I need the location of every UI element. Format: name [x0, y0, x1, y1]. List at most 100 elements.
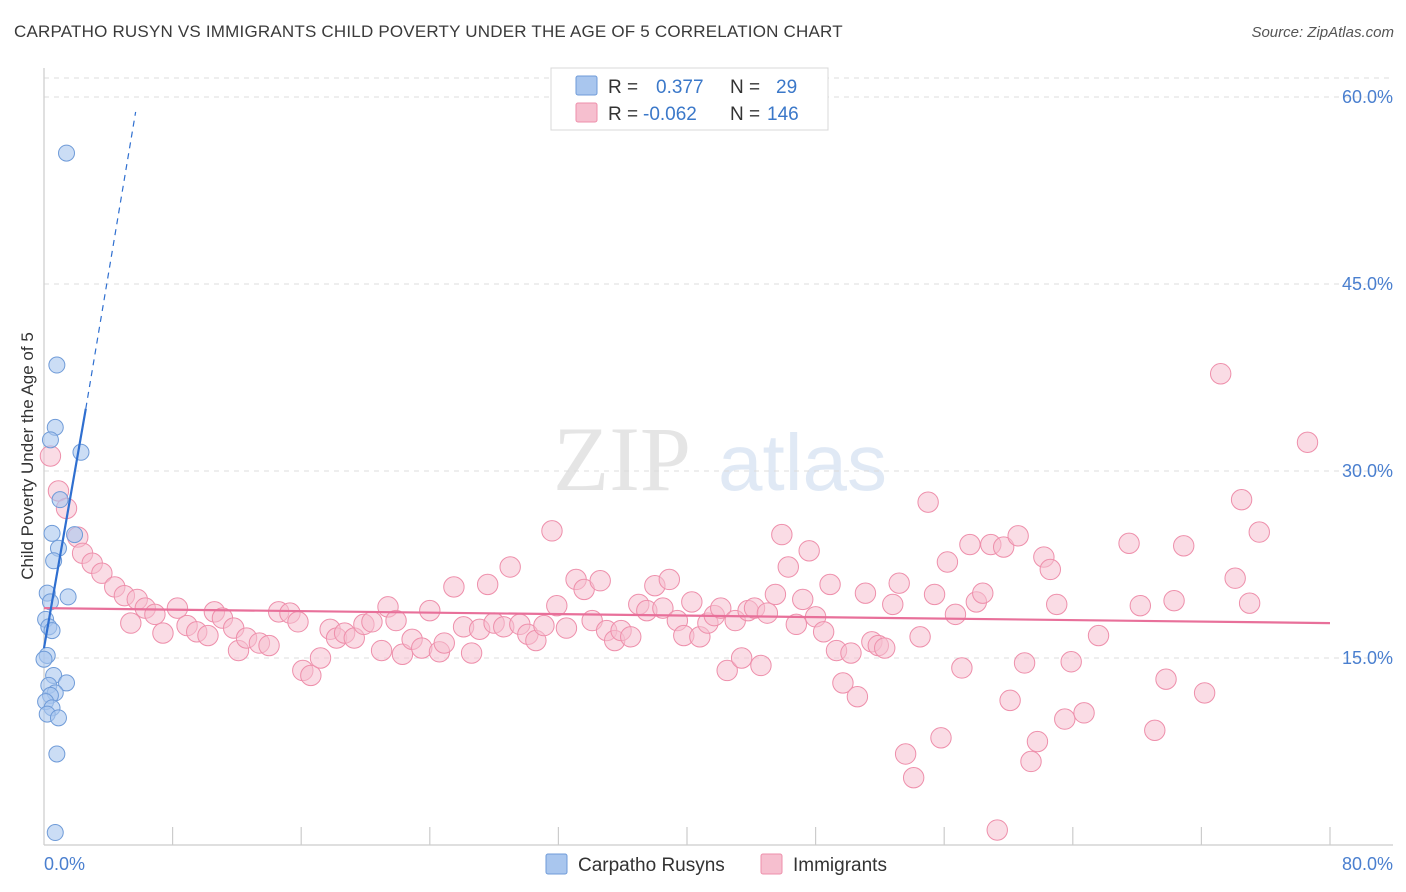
bottom-legend-carpatho: Carpatho Rusyns	[578, 855, 725, 876]
carpatho-rusyns-point	[58, 144, 76, 162]
y-tick-label: 30.0%	[1342, 461, 1393, 481]
immigrants-point	[944, 603, 967, 626]
legend-n-label-2: N =	[730, 104, 760, 125]
carpatho-rusyns-point	[48, 745, 66, 763]
immigrants-point	[840, 642, 862, 664]
carpatho-rusyns-point	[58, 674, 76, 692]
carpatho-rusyns-point	[48, 356, 66, 374]
immigrants-point	[460, 642, 483, 664]
immigrants-point	[681, 591, 703, 613]
immigrants-point	[391, 643, 414, 665]
immigrants-point	[1209, 363, 1232, 385]
carpatho-rusyns-point	[41, 431, 59, 449]
immigrants-point	[902, 766, 925, 789]
immigrants-point	[1248, 521, 1270, 543]
series-legend: Carpatho Rusyns Immigrants	[545, 853, 887, 876]
immigrants-point	[819, 573, 841, 596]
immigrants-trend-line	[43, 607, 1331, 625]
immigrants-point	[730, 647, 753, 669]
immigrants-point	[1007, 525, 1029, 547]
immigrants-point	[1230, 488, 1253, 511]
immigrants-point	[433, 632, 455, 654]
immigrants-point	[999, 689, 1021, 712]
immigrants-point	[1026, 730, 1049, 753]
immigrants-point	[894, 743, 917, 765]
y-tick-label: 15.0%	[1342, 648, 1393, 668]
immigrants-point	[499, 556, 521, 578]
immigrants-point	[756, 602, 779, 624]
immigrants-point	[812, 621, 835, 643]
immigrants-point	[555, 617, 578, 639]
y-tick-label: 60.0%	[1342, 87, 1393, 107]
carpatho-rusyns-point	[51, 491, 69, 509]
immigrants-point	[710, 597, 732, 619]
legend-n-value-2: 146	[767, 104, 799, 125]
immigrants-point	[959, 533, 981, 556]
immigrants-point	[476, 573, 499, 596]
carpatho-rusyns-point	[49, 709, 67, 727]
immigrants-point	[882, 593, 904, 616]
immigrants-point	[792, 588, 814, 611]
immigrants-point	[798, 540, 820, 562]
immigrants-point	[1296, 431, 1319, 454]
bottom-legend-immigrants: Immigrants	[793, 855, 887, 876]
x-tick-labels: 0.0% 80.0%	[44, 854, 1393, 874]
immigrants-point	[1224, 567, 1246, 589]
immigrants-point	[854, 582, 877, 604]
y-tick-labels: 15.0% 30.0% 45.0% 60.0%	[1342, 87, 1393, 668]
immigrants-point	[1054, 708, 1076, 730]
immigrants-point	[1129, 594, 1152, 617]
x-tick-label: 80.0%	[1342, 854, 1393, 874]
immigrants-point	[716, 659, 738, 682]
immigrants-point	[1238, 592, 1261, 614]
immigrants-point	[750, 654, 772, 677]
immigrants-point	[874, 637, 896, 659]
immigrants-point	[1144, 719, 1166, 742]
immigrants-point	[1073, 702, 1095, 724]
legend-pink-swatch	[575, 102, 598, 123]
immigrants-point	[91, 562, 113, 584]
immigrants-point	[986, 819, 1008, 841]
legend-r-value-1: 0.377	[656, 77, 704, 98]
immigrants-point	[1013, 652, 1036, 674]
immigrants-point	[1173, 535, 1195, 557]
watermark-zip: ZIP	[553, 408, 691, 510]
immigrants-point	[1193, 682, 1216, 704]
immigrants-point	[419, 599, 441, 622]
immigrants-point	[992, 536, 1015, 558]
immigrants-point	[300, 664, 322, 687]
immigrants-point	[777, 556, 799, 578]
immigrants-point	[541, 520, 563, 542]
immigrants-point	[764, 583, 787, 606]
carpatho-rusyns-trend-extension	[85, 111, 137, 409]
legend-r-label-2: R =	[608, 104, 638, 125]
chart-title: CARPATHO RUSYN VS IMMIGRANTS CHILD POVER…	[14, 22, 843, 41]
legend-blue-swatch	[575, 75, 598, 96]
immigrants-point	[197, 624, 219, 647]
immigrants-point	[785, 613, 808, 636]
y-tick-label: 45.0%	[1342, 274, 1393, 294]
immigrants-point	[589, 570, 611, 592]
legend-n-value-1: 29	[776, 77, 797, 98]
immigrants-point	[287, 611, 309, 633]
carpatho-rusyns-point	[46, 824, 64, 842]
y-axis-label: Child Poverty Under the Age of 5	[18, 332, 37, 580]
immigrants-point	[411, 637, 433, 659]
immigrants-point	[166, 597, 189, 619]
immigrants-point	[144, 603, 166, 626]
immigrants-point	[951, 657, 973, 679]
immigrants-point	[923, 583, 946, 606]
legend-r-label-1: R =	[608, 77, 638, 98]
trend-lines	[42, 111, 1331, 649]
immigrants-point	[936, 551, 959, 573]
immigrants-point	[1020, 750, 1042, 773]
immigrants-point	[832, 672, 854, 694]
immigrants-point	[909, 626, 931, 648]
immigrants-point	[1046, 593, 1068, 616]
immigrants-point	[361, 611, 383, 633]
watermark-atlas: atlas	[718, 418, 887, 507]
immigrants-point	[620, 626, 642, 648]
immigrants-point	[546, 594, 568, 617]
immigrants-point	[443, 576, 465, 598]
